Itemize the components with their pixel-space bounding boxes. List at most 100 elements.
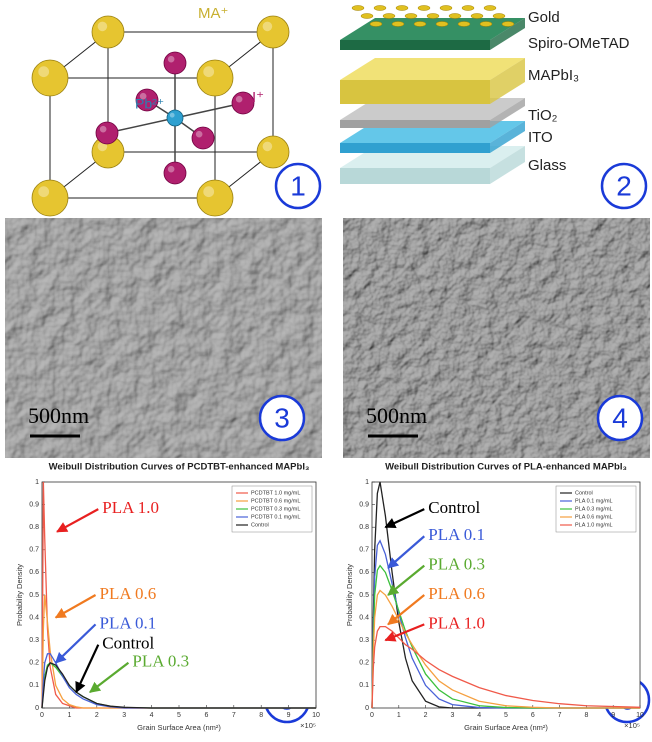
layer-side xyxy=(340,120,490,128)
atom-highlight xyxy=(262,21,273,32)
atom-highlight xyxy=(195,130,203,138)
gold-contact xyxy=(461,5,475,11)
layer-side xyxy=(490,121,525,153)
legend-label: PCDTBT 1.0 mg/mL xyxy=(251,490,300,496)
y-tick-label: 0 xyxy=(365,705,369,712)
x-tick-label: 2 xyxy=(424,712,428,719)
annotation: PLA 1.0 xyxy=(428,613,485,632)
x-tick-label: 10 xyxy=(312,712,320,719)
panel-badge xyxy=(274,162,322,210)
y-tick-label: 0.8 xyxy=(359,524,369,531)
layer-side xyxy=(490,58,525,104)
panel-number: 2 xyxy=(616,170,632,201)
gold-contact xyxy=(382,13,396,19)
layer xyxy=(340,58,525,80)
y-tick-label: 0.5 xyxy=(29,592,39,599)
x-tick-label: 7 xyxy=(232,712,236,719)
x-tick-label: 8 xyxy=(584,712,588,719)
annotation-arrow xyxy=(387,564,425,596)
y-tick-label: 0.4 xyxy=(29,614,39,621)
layer-side xyxy=(340,168,490,184)
layer-side xyxy=(340,143,490,153)
legend-label: PLA 0.3 mg/mL xyxy=(575,506,613,512)
panel-badge xyxy=(596,394,644,442)
annotation: PLA 0.6 xyxy=(100,584,157,603)
x-tick-label: 7 xyxy=(558,712,562,719)
layer-side xyxy=(340,40,490,50)
atom xyxy=(191,126,215,150)
series-line xyxy=(371,564,640,709)
legend-label: Control xyxy=(575,490,593,496)
y-tick-label: 0.2 xyxy=(29,660,39,667)
gold-contact xyxy=(439,5,453,11)
x-tick-label: 4 xyxy=(150,712,154,719)
gold-contact xyxy=(369,21,383,27)
y-tick-label: 0.8 xyxy=(29,524,39,531)
y-axis-label: Probability Density xyxy=(345,564,354,626)
y-tick-label: 0.1 xyxy=(29,682,39,689)
atom xyxy=(95,121,119,145)
annotation: PLA 0.3 xyxy=(132,652,189,671)
annotation: Control xyxy=(428,498,480,517)
gold-contact xyxy=(470,13,484,19)
legend-label: Control xyxy=(251,522,269,528)
layer-side xyxy=(490,98,525,128)
atom xyxy=(256,15,290,49)
annotation: PLA 0.3 xyxy=(428,555,485,574)
x-tick-label: 0 xyxy=(370,712,374,719)
atom xyxy=(31,179,69,217)
annotation-arrow xyxy=(384,623,425,642)
gold-contact xyxy=(351,5,365,11)
y-tick-label: 0.9 xyxy=(29,501,39,508)
series-line xyxy=(41,661,316,709)
x-tick-label: 9 xyxy=(287,712,291,719)
gold-contact xyxy=(391,21,405,27)
atom-highlight xyxy=(167,165,175,173)
y-tick-label: 0.6 xyxy=(359,569,369,576)
annotation-arrow xyxy=(387,594,425,626)
x-multiplier: ×10⁵ xyxy=(300,721,316,730)
y-tick-label: 0.9 xyxy=(359,501,369,508)
panel-number: 4 xyxy=(612,402,628,433)
atom xyxy=(256,135,290,169)
gold-contact xyxy=(360,13,374,19)
y-tick-label: 1 xyxy=(365,479,369,486)
legend-label: PLA 0.6 mg/mL xyxy=(575,514,613,520)
gold-contact xyxy=(457,21,471,27)
atom-highlight xyxy=(139,92,147,100)
x-axis-label: Grain Surface Area (nm²) xyxy=(464,723,548,732)
y-tick-label: 0.6 xyxy=(29,569,39,576)
x-tick-label: 10 xyxy=(636,712,644,719)
x-tick-label: 3 xyxy=(122,712,126,719)
atom xyxy=(196,59,234,97)
legend-label: PCDTBT 0.3 mg/mL xyxy=(251,506,300,512)
x-tick-label: 1 xyxy=(397,712,401,719)
panel-badge xyxy=(258,394,306,442)
panel-number: 1 xyxy=(290,170,306,201)
y-tick-label: 0.4 xyxy=(359,614,369,621)
chart-title: Weibull Distribution Curves of PLA-enhan… xyxy=(385,462,627,473)
gold-contact xyxy=(492,13,506,19)
legend-label: PCDTBT 0.1 mg/mL xyxy=(251,514,300,520)
x-tick-label: 6 xyxy=(204,712,208,719)
atom xyxy=(135,88,159,112)
gold-contact xyxy=(448,13,462,19)
gold-contact xyxy=(483,5,497,11)
atom-highlight xyxy=(203,186,215,198)
annotation-arrow xyxy=(54,594,97,619)
x-tick-label: 2 xyxy=(95,712,99,719)
atom-highlight xyxy=(169,112,175,118)
panel-badge xyxy=(600,162,648,210)
y-tick-label: 0.5 xyxy=(359,592,369,599)
annotation-arrow xyxy=(75,644,100,694)
x-multiplier: ×10⁵ xyxy=(624,721,640,730)
y-axis-label: Probability Density xyxy=(15,564,24,626)
layer-label: Glass xyxy=(528,157,566,174)
atom-highlight xyxy=(235,95,243,103)
atom xyxy=(31,59,69,97)
series-line xyxy=(371,589,640,709)
ion-label: Pb²⁺ xyxy=(135,96,164,112)
atom xyxy=(196,179,234,217)
y-tick-label: 0.7 xyxy=(29,547,39,554)
